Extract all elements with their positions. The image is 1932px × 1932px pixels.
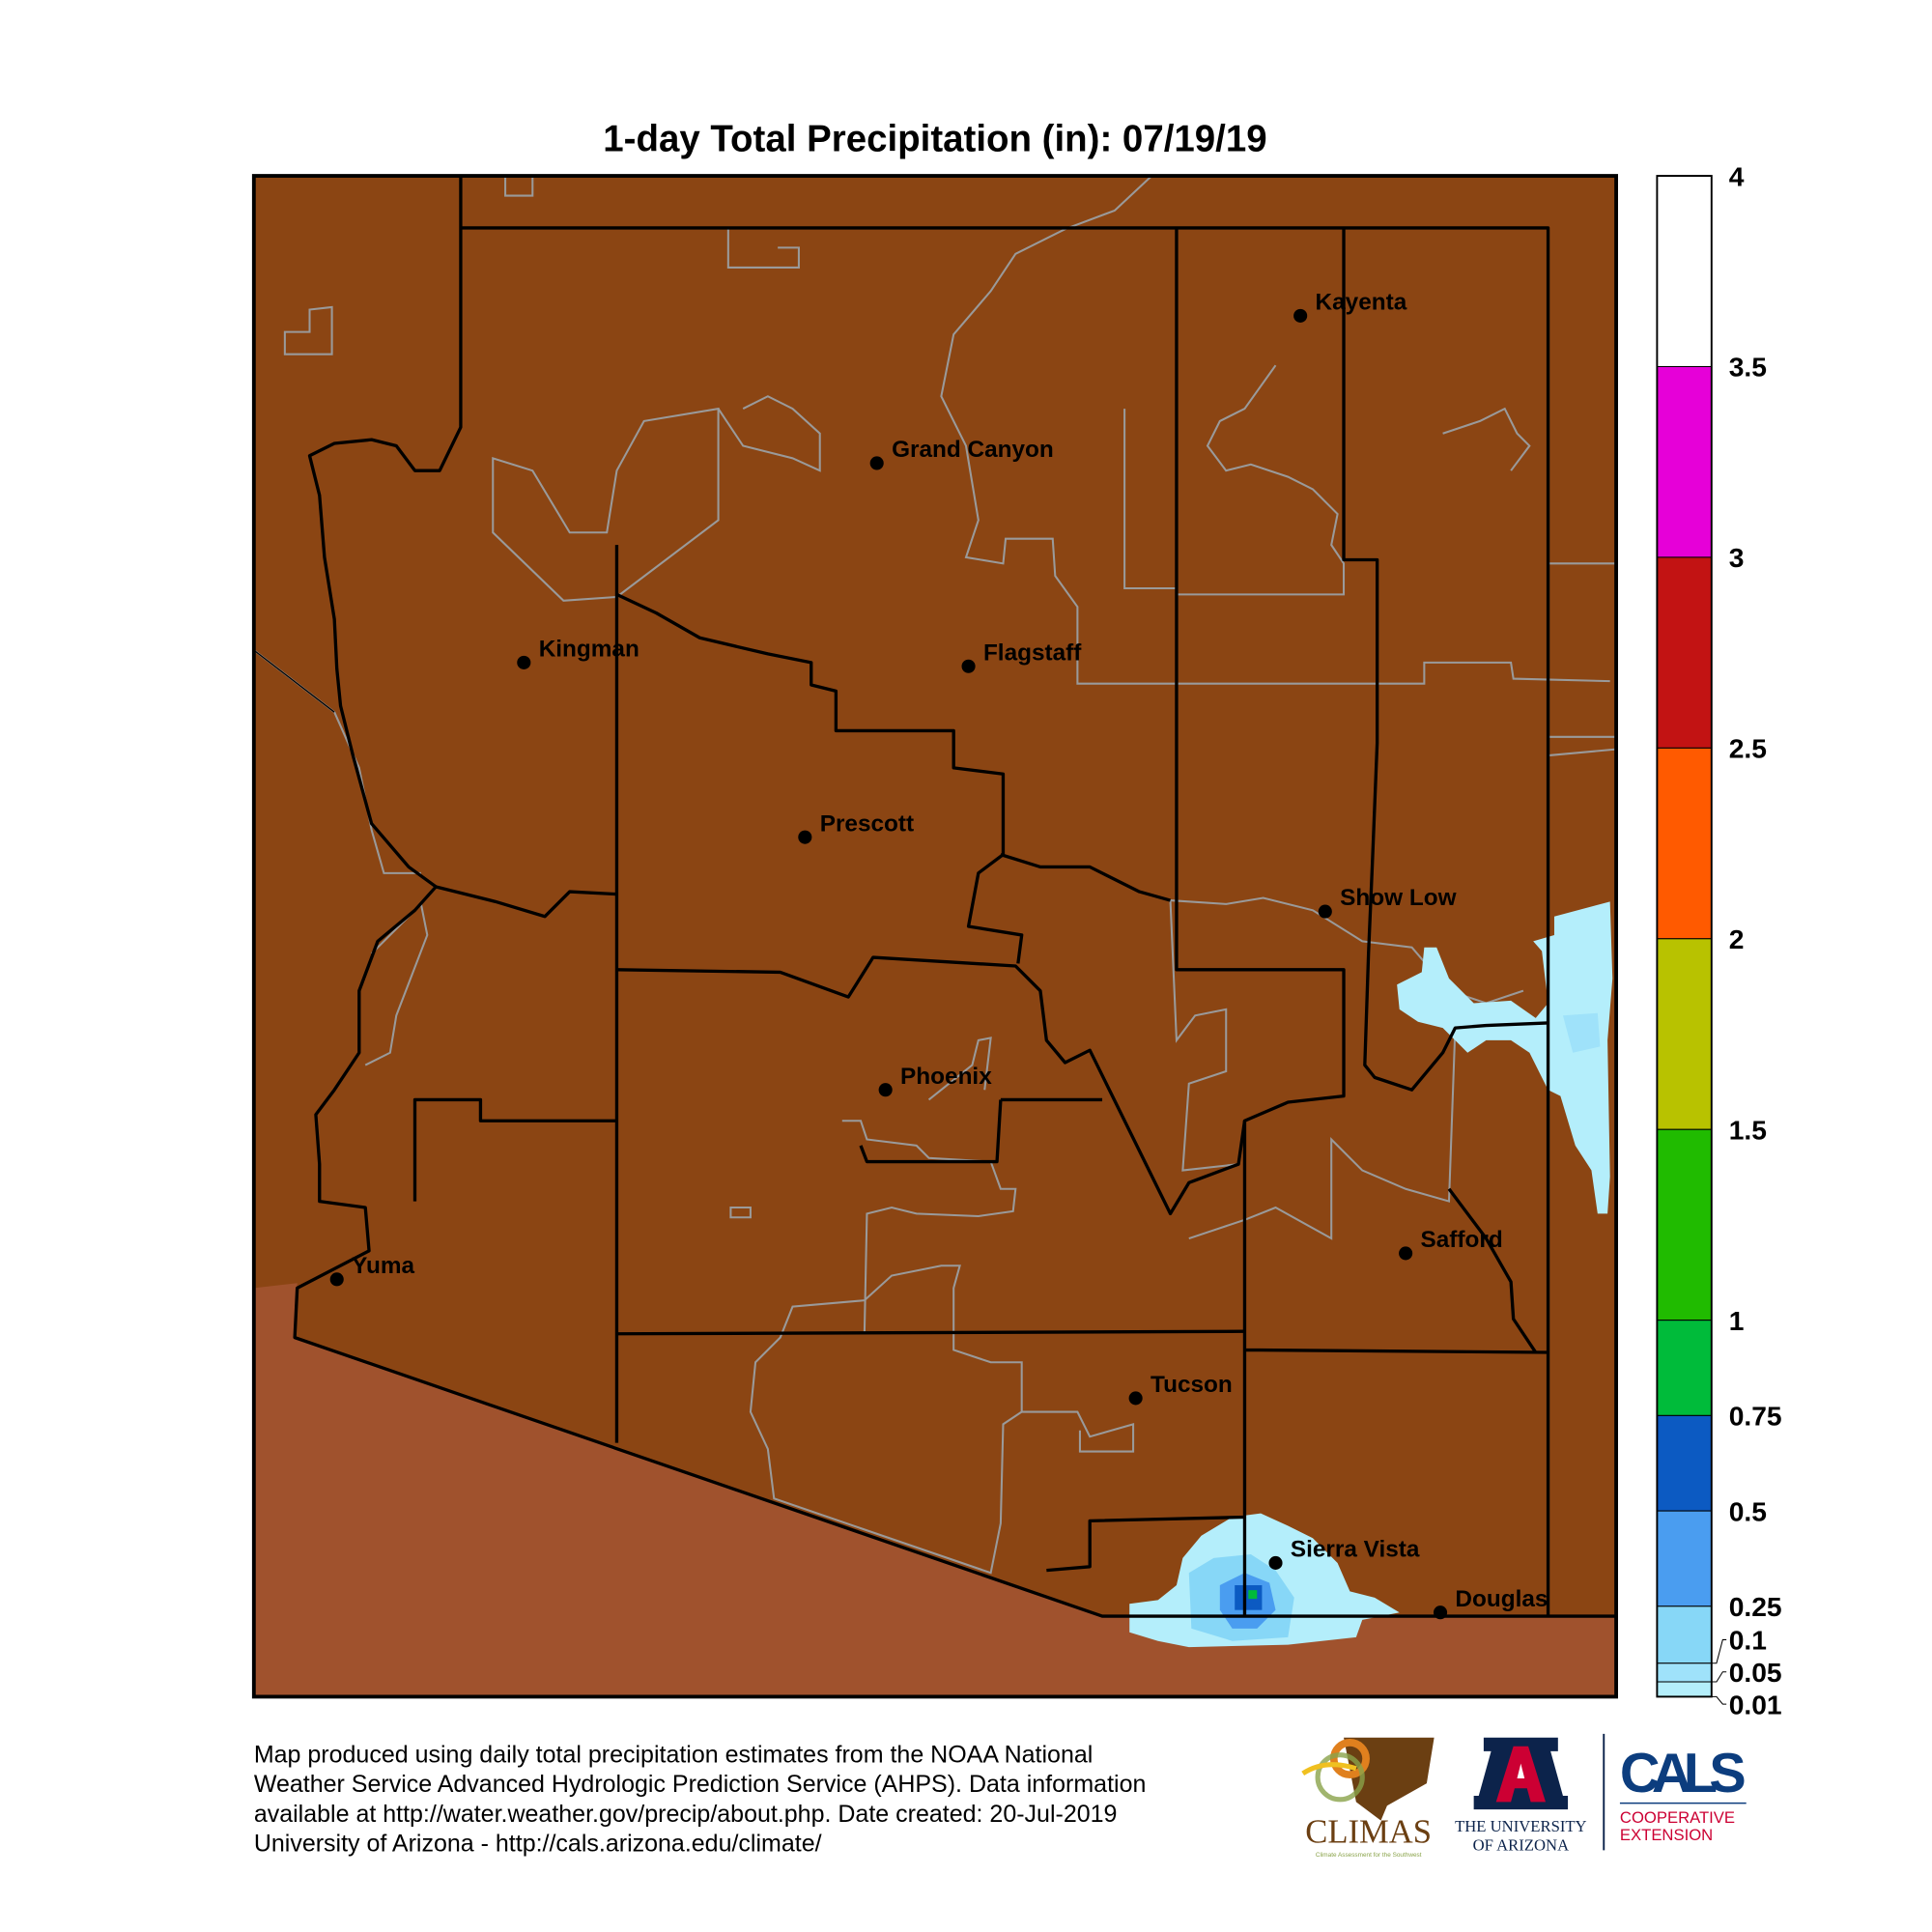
city-label: Show Low [1340,885,1456,911]
city-dot [961,659,976,673]
colorbar-tick-leader [1711,1695,1727,1705]
colorbar-frame [1656,175,1713,1698]
city-label: Phoenix [900,1064,992,1090]
city-yuma: Yuma [329,1253,415,1287]
colorbar-tick-label: 0.75 [1729,1401,1782,1432]
city-douglas: Douglas [1433,1586,1548,1620]
ua-logo-line2: OF ARIZONA [1473,1835,1569,1854]
colorbar-tick-label: 3.5 [1729,352,1767,383]
colorbar-tick-label: 0.1 [1729,1625,1767,1656]
state-line-nv-ca [253,649,335,713]
city-dot [798,830,812,844]
precip-area-south-5 [1248,1590,1258,1600]
colorbar-tick-label: 0.5 [1729,1495,1767,1526]
colorbar-tick-label: 0.25 [1729,1591,1782,1622]
city-dot [329,1272,344,1287]
city-label: Yuma [352,1253,414,1279]
map-title: 1-day Total Precipitation (in): 07/19/19 [603,118,1266,159]
city-label: Prescott [820,810,914,837]
colorbar-bin [1656,365,1713,558]
colorbar-bin [1656,1128,1713,1321]
city-flagstaff: Flagstaff [961,639,1082,673]
colorbar-bin [1656,1320,1713,1416]
colorbar-tick-label: 1.5 [1729,1114,1767,1145]
city-dot [1293,308,1308,323]
precipitation-areas [1129,901,1613,1648]
colorbar-tick-label: 0.05 [1729,1657,1782,1688]
city-dot [1128,1391,1143,1406]
map-panel: Kayenta Grand Canyon Kingman Flagstaff P… [251,174,1618,1699]
city-label: Kingman [539,636,639,662]
footer-line: Map produced using daily total precipita… [254,1741,1094,1768]
city-label: Flagstaff [983,639,1082,666]
cals-logo-sub2: EXTENSION [1620,1826,1713,1844]
city-tucson: Tucson [1128,1372,1233,1406]
city-prescott: Prescott [798,810,914,844]
colorbar-tick-label: 4 [1729,160,1745,191]
colorbar-bin [1656,175,1713,367]
city-markers: Kayenta Grand Canyon Kingman Flagstaff P… [329,290,1548,1620]
ua-logo-line1: THE UNIVERSITY [1455,1817,1586,1835]
city-dot [1433,1605,1448,1620]
colorbar-bin [1656,1414,1713,1512]
city-label: Safford [1421,1227,1503,1253]
colorbar-bin [1656,1605,1713,1664]
cals-logo-sub1: COOPERATIVE [1620,1808,1735,1827]
colorbar-tick-label: 2.5 [1729,733,1767,764]
map-frame [251,174,1618,1699]
city-kayenta: Kayenta [1293,290,1407,323]
precip-area-east-core [1562,1012,1601,1053]
footer-credits: Map produced using daily total precipita… [254,1741,1147,1857]
colorbar-bin [1656,556,1713,749]
colorbar-bin [1656,1662,1713,1683]
colorbar-bin [1656,1681,1713,1697]
climas-logo: CLIMAS Climate Assessment for the Southw… [1301,1737,1435,1859]
city-dot [869,456,884,470]
colorbar-bin [1656,1510,1713,1607]
footer-line: University of Arizona - http://cals.ariz… [254,1831,822,1858]
mexico-region [253,1283,1617,1697]
precip-area-east [1397,901,1613,1214]
city-label: Kayenta [1316,290,1407,316]
city-dot [1318,904,1332,919]
city-sierra-vista: Sierra Vista [1268,1537,1420,1570]
city-label: Sierra Vista [1291,1537,1420,1563]
city-label: Grand Canyon [892,437,1054,463]
cals-logo: CALS COOPERATIVE EXTENSION [1619,1743,1747,1844]
city-phoenix: Phoenix [878,1064,992,1097]
city-show-low: Show Low [1318,885,1457,919]
colorbar-bin [1656,938,1713,1130]
city-dot [1399,1246,1413,1261]
colorbar-tick-label: 1 [1729,1305,1745,1336]
precip-area-south-4 [1235,1585,1263,1610]
colorbar-legend: 4 3.5 3 2.5 2 1.5 1 0.75 0.5 0.250.10.050.01 [1656,160,1782,1719]
cals-logo-text: CALS [1620,1743,1747,1804]
footer-line: Weather Service Advanced Hydrologic Pred… [254,1771,1147,1798]
city-dot [517,655,531,669]
city-safford: Safford [1399,1227,1503,1261]
climas-logo-subtext: Climate Assessment for the Southwest [1316,1852,1422,1859]
colorbar-tick-leader [1711,1671,1727,1683]
colorbar-tick-label: 3 [1729,542,1745,573]
climas-logo-text: CLIMAS [1305,1814,1432,1851]
colorbar-tick-label: 0.01 [1729,1689,1782,1719]
city-label: Tucson [1151,1372,1233,1398]
colorbar-bin [1656,747,1713,940]
county-boundaries [293,176,1617,1618]
city-dot [878,1083,893,1097]
university-of-arizona-logo: THE UNIVERSITY OF ARIZONA [1455,1737,1587,1854]
city-grand-canyon: Grand Canyon [869,437,1054,470]
colorbar-tick-leader [1711,1638,1727,1664]
colorbar-tick-label: 2 [1729,923,1745,954]
city-dot [1268,1555,1283,1570]
city-label: Douglas [1455,1586,1548,1612]
footer-line: available at http://water.weather.gov/pr… [254,1801,1118,1828]
reservation-boundaries [253,175,1617,1575]
city-kingman: Kingman [517,636,639,669]
